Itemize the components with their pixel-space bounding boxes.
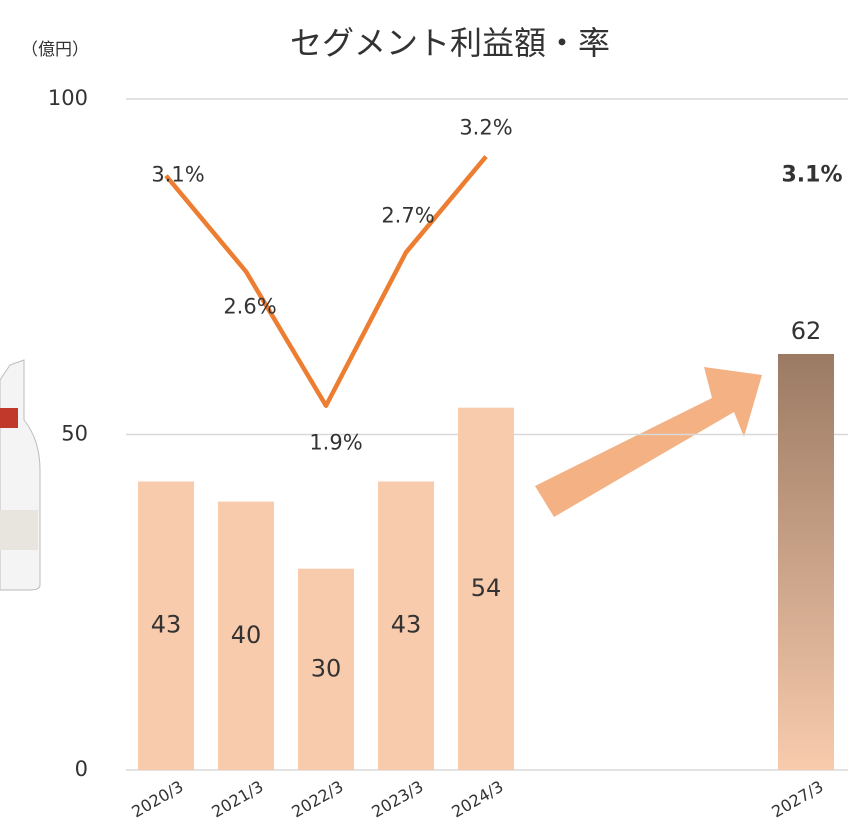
- rate-label: 1.9%: [309, 431, 362, 455]
- product-image: [0, 359, 41, 591]
- bar-value-label: 43: [391, 611, 422, 639]
- rate-label: 2.7%: [381, 203, 434, 227]
- y-axis-label: （億円）: [21, 40, 89, 60]
- bar: [298, 568, 354, 770]
- bar: [378, 481, 434, 770]
- x-tick-label: 2024/3: [448, 777, 506, 822]
- x-tick-label: 2020/3: [128, 777, 186, 822]
- bar-value-label: 62: [791, 317, 822, 345]
- rate-label: 2.6%: [223, 295, 276, 319]
- rate-label: 3.2%: [459, 116, 512, 140]
- x-tick-label: 2022/3: [288, 777, 346, 822]
- x-tick-label: 2021/3: [208, 777, 266, 822]
- bar: [138, 481, 194, 770]
- bar-value-label: 43: [151, 611, 182, 639]
- growth-arrow: [535, 367, 762, 517]
- x-tick-label: 2023/3: [368, 777, 426, 822]
- bar: [458, 407, 514, 770]
- chart-title: セグメント利益額・率: [290, 24, 610, 62]
- bar: [218, 501, 274, 770]
- rate-label: 3.1%: [151, 163, 204, 187]
- bar-value-label: 30: [311, 654, 342, 682]
- forecast-rate-label: 3.1%: [781, 163, 842, 188]
- bar-value-label: 54: [471, 574, 502, 602]
- bar: [778, 353, 834, 770]
- bar-value-label: 40: [231, 621, 262, 649]
- y-tick-label: 100: [48, 86, 88, 110]
- x-tick-label: 2027/3: [768, 777, 826, 822]
- y-tick-label: 0: [75, 757, 88, 781]
- y-tick-label: 50: [61, 422, 88, 446]
- rate-line: [164, 155, 488, 408]
